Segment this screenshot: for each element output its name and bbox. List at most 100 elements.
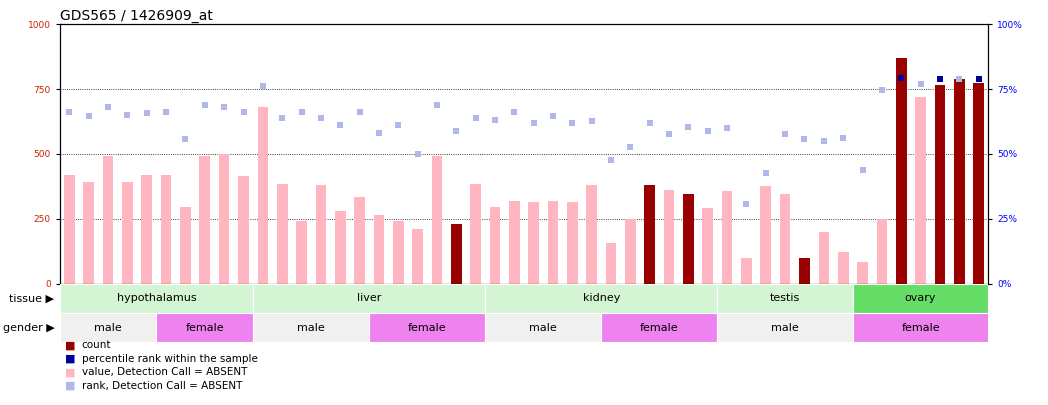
Point <box>429 101 445 108</box>
Bar <box>718 284 853 313</box>
Bar <box>625 219 636 284</box>
Text: percentile rank within the sample: percentile rank within the sample <box>82 354 258 364</box>
Bar <box>354 197 365 284</box>
Bar <box>741 258 751 283</box>
Point <box>854 167 871 173</box>
Bar <box>160 175 172 284</box>
Text: female: female <box>408 323 446 333</box>
Point <box>932 75 948 82</box>
Text: gender ▶: gender ▶ <box>3 323 54 333</box>
Bar <box>702 208 713 284</box>
Point <box>351 109 368 116</box>
Point <box>525 119 542 126</box>
Bar <box>954 79 964 284</box>
Bar <box>587 185 597 284</box>
Point <box>641 119 658 126</box>
Text: kidney: kidney <box>583 294 620 303</box>
Point <box>332 122 349 129</box>
Bar <box>123 182 133 284</box>
Text: ovary: ovary <box>904 294 936 303</box>
Point <box>216 104 233 110</box>
Point <box>912 81 929 87</box>
Point <box>235 109 252 115</box>
Text: male: male <box>771 323 799 333</box>
Bar <box>335 211 346 284</box>
Text: tissue ▶: tissue ▶ <box>9 294 54 303</box>
Bar <box>84 182 94 284</box>
Bar <box>761 186 771 284</box>
Bar <box>369 313 485 342</box>
Point <box>719 125 736 132</box>
Text: female: female <box>901 323 940 333</box>
Text: ■: ■ <box>65 341 75 350</box>
Point <box>255 83 271 89</box>
Text: ■: ■ <box>65 367 75 377</box>
Text: male: male <box>94 323 122 333</box>
Bar <box>528 202 539 284</box>
Bar <box>800 258 810 283</box>
Bar <box>509 200 520 284</box>
Bar <box>485 284 718 313</box>
Point <box>138 110 155 116</box>
Point <box>970 75 987 82</box>
Point <box>603 156 619 163</box>
Bar <box>277 184 287 284</box>
Bar <box>238 176 248 284</box>
Bar <box>315 185 326 284</box>
Bar <box>60 313 156 342</box>
Point <box>660 130 677 137</box>
Text: female: female <box>640 323 679 333</box>
Point <box>390 122 407 128</box>
Bar <box>393 221 403 284</box>
Bar <box>199 156 211 284</box>
Point <box>680 124 697 131</box>
Point <box>177 136 194 142</box>
Bar <box>567 202 577 284</box>
Bar <box>837 252 849 284</box>
Bar <box>489 207 500 284</box>
Point <box>835 134 852 141</box>
Point <box>61 109 78 116</box>
Point <box>506 109 523 116</box>
Bar <box>60 284 254 313</box>
Text: liver: liver <box>357 294 381 303</box>
Bar <box>974 83 984 284</box>
Text: GDS565 / 1426909_at: GDS565 / 1426909_at <box>60 9 213 23</box>
Text: male: male <box>298 323 325 333</box>
Bar <box>64 175 74 284</box>
Bar <box>451 224 461 284</box>
Bar <box>180 207 191 284</box>
Bar <box>254 284 485 313</box>
Bar <box>876 219 888 284</box>
Point <box>738 200 755 207</box>
Bar <box>935 85 945 284</box>
Bar <box>915 97 925 284</box>
Bar <box>548 200 559 284</box>
Point <box>777 130 793 137</box>
Bar <box>412 229 423 284</box>
Bar <box>471 184 481 284</box>
Point <box>119 111 136 118</box>
Bar <box>857 262 868 284</box>
Text: rank, Detection Call = ABSENT: rank, Detection Call = ABSENT <box>82 381 242 390</box>
Text: female: female <box>185 323 224 333</box>
Point <box>196 101 213 108</box>
Text: male: male <box>529 323 558 333</box>
Bar <box>606 243 616 284</box>
Bar <box>156 313 254 342</box>
Bar <box>219 154 230 284</box>
Text: value, Detection Call = ABSENT: value, Detection Call = ABSENT <box>82 367 247 377</box>
Bar <box>896 58 907 284</box>
Text: count: count <box>82 341 111 350</box>
Point <box>545 112 562 119</box>
Bar <box>853 313 988 342</box>
Bar <box>602 313 718 342</box>
Bar <box>818 232 829 284</box>
Point <box>584 117 601 124</box>
Point <box>81 112 97 119</box>
Text: hypothalamus: hypothalamus <box>116 294 196 303</box>
Point <box>467 115 484 122</box>
Bar <box>683 194 694 284</box>
Bar <box>485 313 602 342</box>
Point <box>951 76 967 83</box>
